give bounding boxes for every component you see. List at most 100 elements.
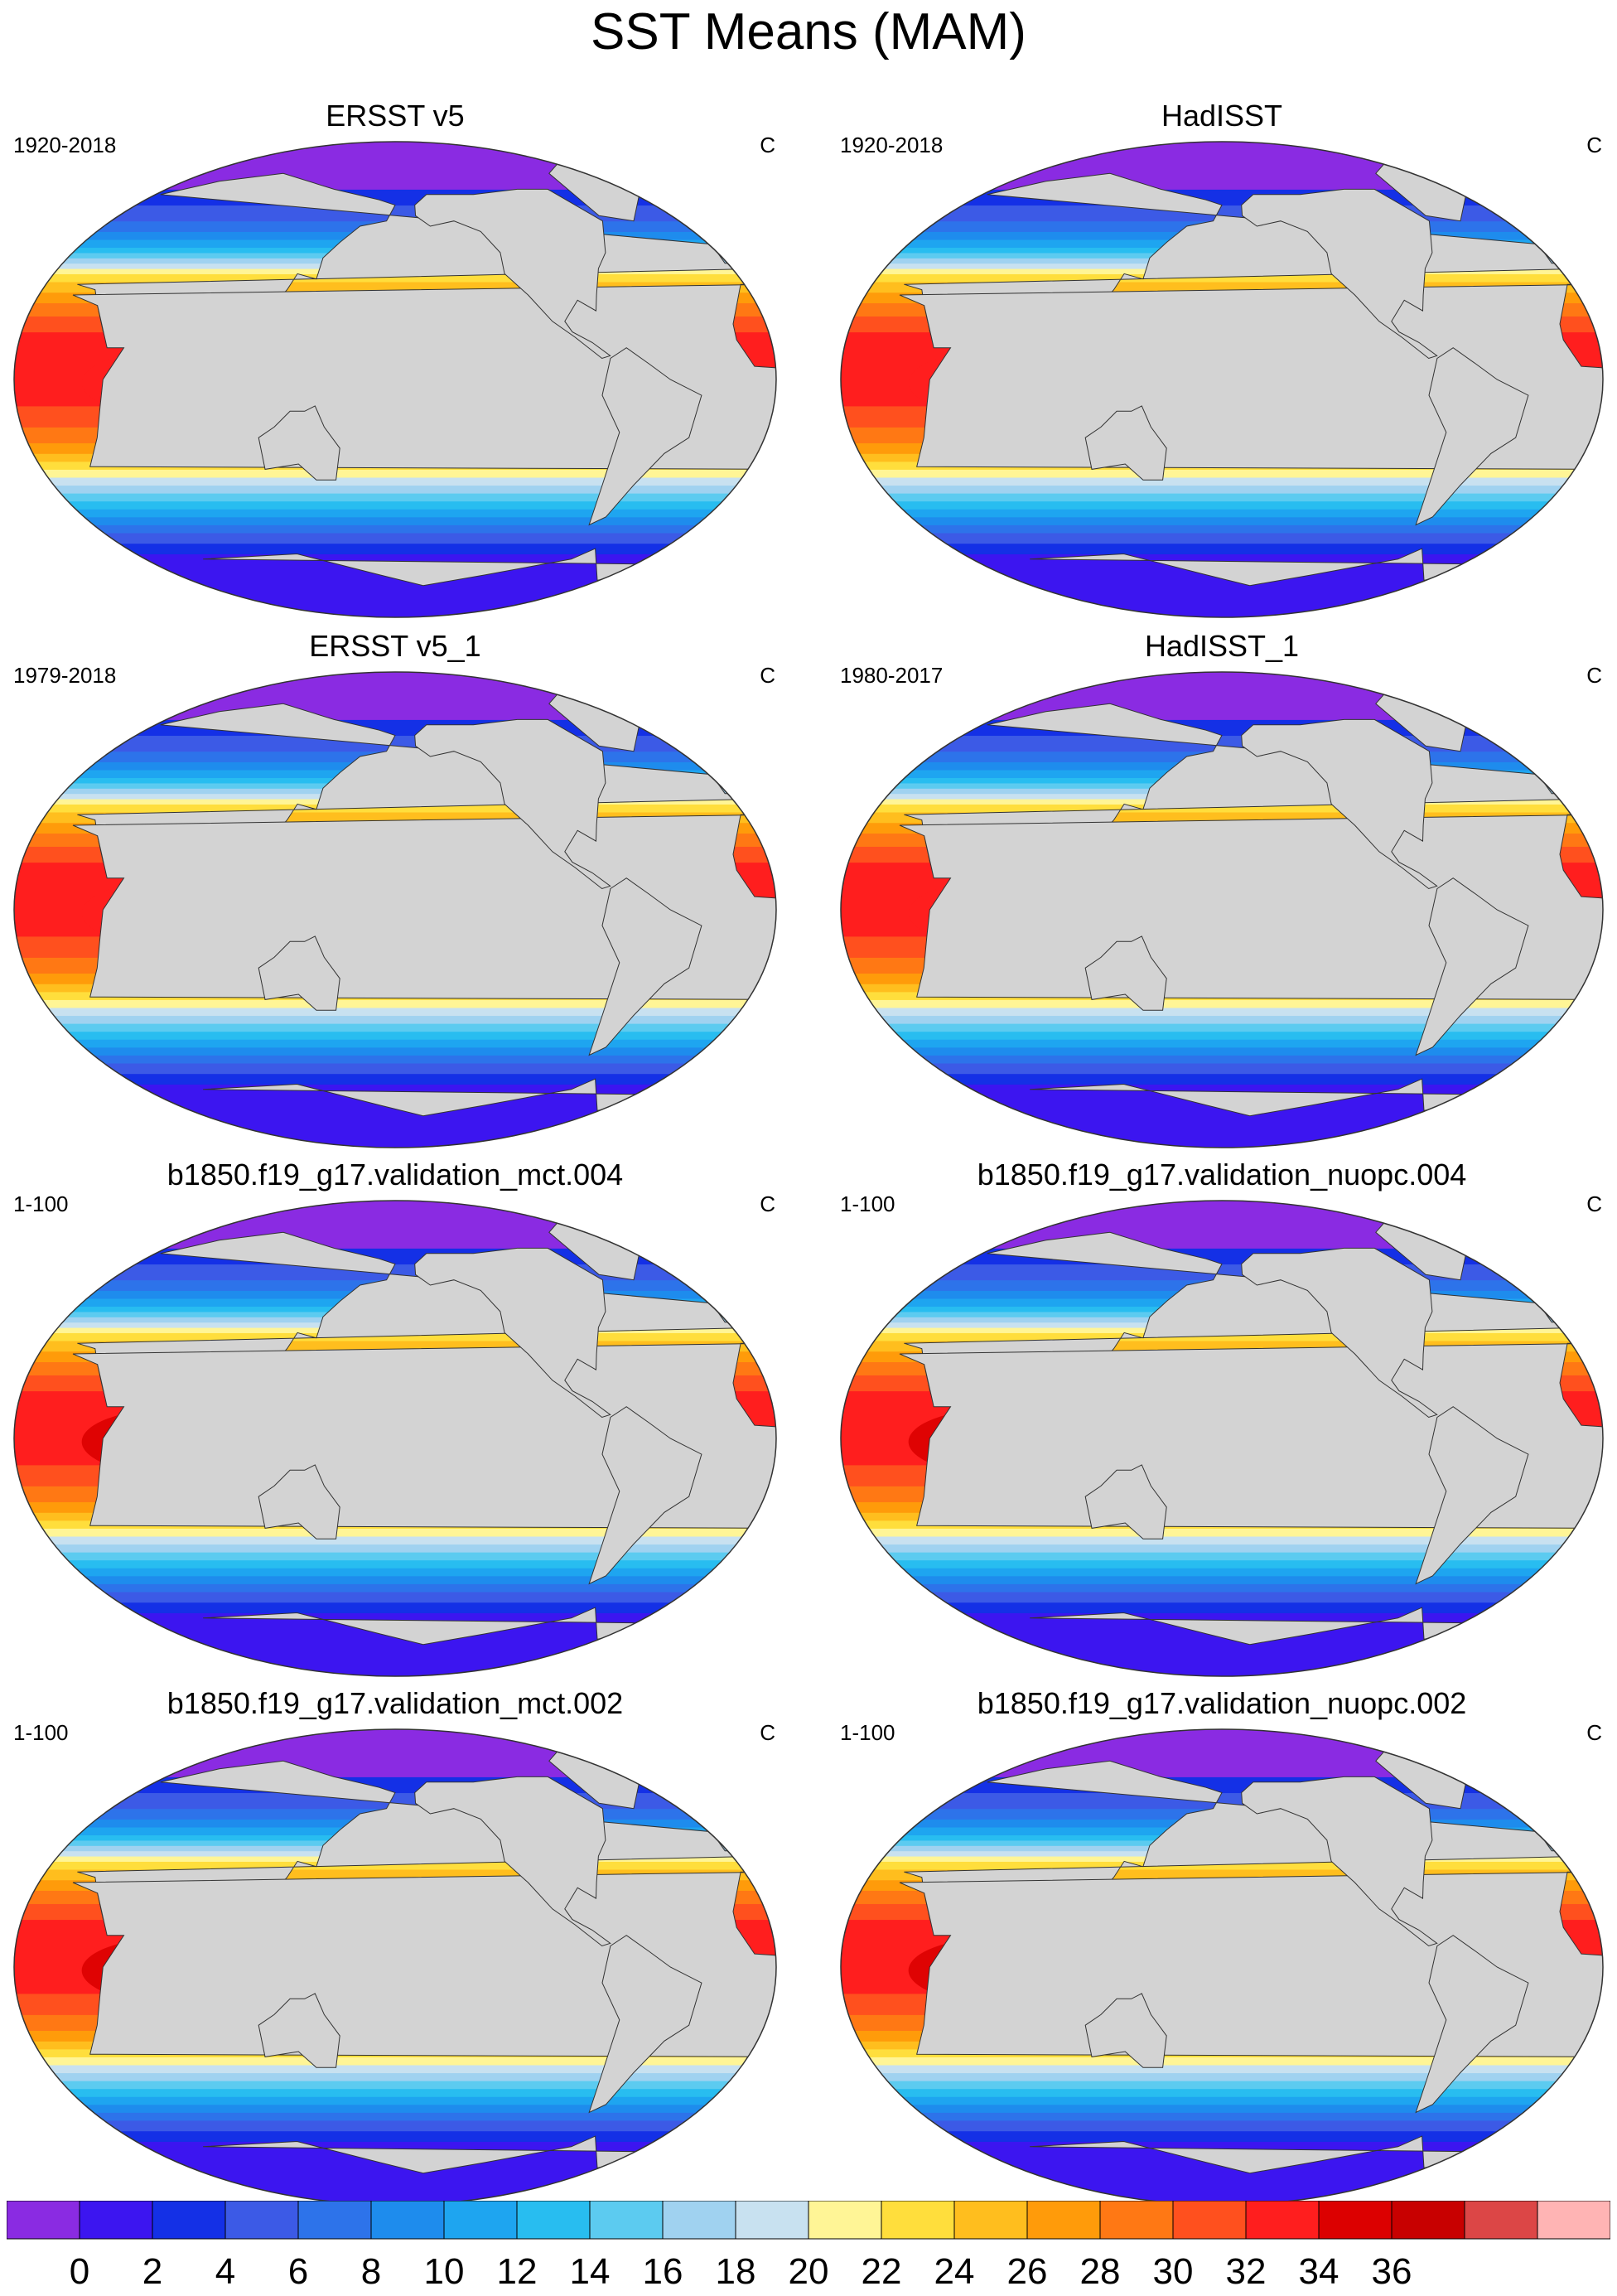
colorbar-tick-label: 26: [1007, 2251, 1048, 2292]
sst-band: [14, 1776, 776, 1794]
colorbar-tick-label: 30: [1153, 2251, 1194, 2292]
panel-title: b1850.f19_g17.validation_mct.002: [167, 1686, 624, 1720]
colorbar-box: [808, 2201, 882, 2240]
land-mass: [258, 1993, 340, 2068]
sst-map: [13, 1728, 777, 2206]
sst-band: [841, 1031, 1603, 1040]
sst-band: [841, 1568, 1603, 1577]
land-mass: [203, 1607, 678, 1676]
map-outline: [840, 671, 1604, 1148]
sst-band: [14, 2081, 776, 2090]
map-outline: [13, 141, 777, 618]
sst-band: [14, 1575, 776, 1584]
map-panel: b1850.f19_g17.validation_mct.002 1-100 C: [10, 1686, 780, 2206]
sst-band: [14, 142, 776, 190]
sst-band: [14, 273, 776, 283]
sst-band: [14, 532, 776, 544]
colorbar-box: [735, 2201, 809, 2240]
sst-band: [14, 1055, 776, 1064]
sst-band: [14, 719, 776, 737]
sst-band: [14, 1602, 776, 1613]
sst-band: [841, 2072, 1603, 2081]
land-mass: [1084, 935, 1167, 1011]
sst-band: [14, 1332, 776, 1341]
land-mass: [1415, 877, 1529, 1056]
colorbar-tick-label: 20: [789, 2251, 829, 2292]
colorbar-tick-label: 2: [142, 2251, 162, 2292]
colorbar-box: [297, 2201, 372, 2240]
sst-band: [14, 485, 776, 494]
land-mass: [1241, 1247, 1438, 1419]
sst-band: [14, 1861, 776, 1870]
sst-band: [841, 999, 1603, 1008]
panel-unit: C: [760, 663, 775, 688]
sst-map: [840, 671, 1604, 1148]
sst-band: [14, 1039, 776, 1048]
colorbar-tick-label: 24: [934, 2251, 975, 2292]
sst-band: [841, 2120, 1603, 2132]
sst-band: [841, 2088, 1603, 2097]
panel-title: b1850.f19_g17.validation_nuopc.002: [977, 1686, 1467, 1720]
panel-year-range: 1920-2018: [13, 133, 117, 157]
sst-band: [841, 476, 1603, 486]
colorbar-tick-label: 22: [862, 2251, 902, 2292]
sst-band: [841, 493, 1603, 502]
sst-band: [841, 1332, 1603, 1341]
sst-band: [14, 2096, 776, 2105]
sst-band: [841, 543, 1603, 554]
map-panel: ERSST v5 1920-2018 C: [10, 99, 780, 618]
land-mass: [1415, 1406, 1529, 1585]
colorbar-box: [1245, 2201, 1320, 2240]
colorbar-tick-label: 14: [570, 2251, 611, 2292]
sst-map: [13, 141, 777, 618]
sst-band: [14, 1031, 776, 1040]
figure-title: SST Means (MAM): [591, 3, 1026, 60]
sst-band: [14, 2130, 776, 2142]
colorbar-box: [1318, 2201, 1393, 2240]
colorbar-box: [443, 2201, 518, 2240]
sst-map: [13, 1200, 777, 1677]
colorbar: 0 2 4 6 8 10 12 14 16 18 20 22 24 26 28 30 32 34 36: [7, 2201, 1610, 2292]
sst-band: [841, 1559, 1603, 1569]
sst-band: [14, 476, 776, 486]
colorbar-tick-label: 12: [497, 2251, 538, 2292]
sst-band: [841, 1544, 1603, 1553]
sst-band: [841, 500, 1603, 510]
map-outline: [13, 671, 777, 1148]
colorbar-tick-label: 36: [1372, 2251, 1412, 2292]
sst-band: [841, 1039, 1603, 1048]
colorbar-tick-label: 10: [424, 2251, 465, 2292]
map-outline: [840, 141, 1604, 618]
land-mass: [1084, 1464, 1167, 1540]
colorbar-box: [1172, 2201, 1247, 2240]
sst-band: [14, 2120, 776, 2132]
sst-band: [14, 1201, 776, 1249]
panel-year-range: 1980-2017: [840, 663, 944, 688]
sst-band: [14, 1583, 776, 1593]
map-panel: b1850.f19_g17.validation_nuopc.004 1-100 C: [837, 1158, 1607, 1677]
panel-title: ERSST v5_1: [309, 629, 481, 663]
land-mass: [1030, 1078, 1505, 1148]
land-mass: [258, 405, 340, 481]
sst-band: [841, 2081, 1603, 2090]
sst-map: [840, 141, 1604, 618]
sst-band: [14, 1528, 776, 1537]
land-mass: [588, 877, 702, 1056]
colorbar-box: [589, 2201, 664, 2240]
sst-band: [841, 2112, 1603, 2121]
sst-band: [14, 1023, 776, 1032]
sst-band: [841, 1776, 1603, 1794]
sst-band: [14, 2104, 776, 2113]
sst-band: [841, 1046, 1603, 1056]
sst-band: [841, 1591, 1603, 1603]
colorbar-tick-label: 8: [361, 2251, 381, 2292]
sst-band: [841, 2057, 1603, 2066]
sst-band: [14, 1046, 776, 1056]
colorbar-box: [1464, 2201, 1538, 2240]
sst-band: [841, 142, 1603, 190]
sst-band: [841, 672, 1603, 720]
sst-band: [14, 2064, 776, 2074]
sst-band: [14, 524, 776, 534]
sst-band: [14, 509, 776, 518]
map-panel: b1850.f19_g17.validation_mct.004 1-100 C: [10, 1158, 780, 1677]
